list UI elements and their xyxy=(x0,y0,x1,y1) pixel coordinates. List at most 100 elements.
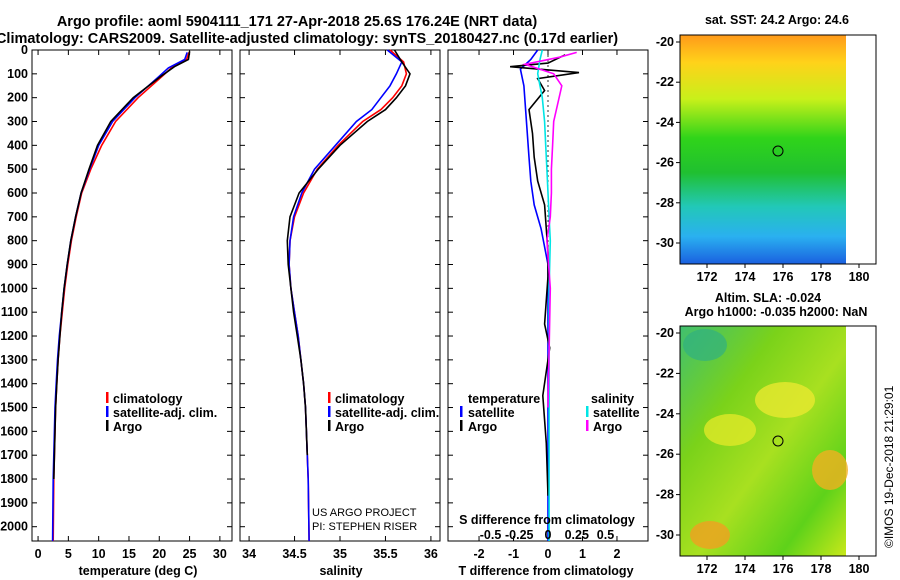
depth-tick-label: 300 xyxy=(7,115,28,129)
temperature-xlabel: temperature (deg C) xyxy=(79,564,198,578)
legend-sat-t-swatch xyxy=(460,406,463,417)
sla-map-title-2: Argo h1000: -0.035 h2000: NaN xyxy=(685,305,868,319)
legend-climatology-label: climatology xyxy=(113,392,183,406)
title-line-2: Climatology: CARS2009. Satellite-adjuste… xyxy=(0,31,618,47)
series-line-satellite-adj-clim- xyxy=(51,52,188,542)
legend-argo-t-swatch xyxy=(460,420,463,431)
lon-tick-label: 178 xyxy=(811,562,832,576)
lat-tick-label: -28 xyxy=(656,488,674,502)
series-line-climatology xyxy=(52,52,190,542)
depth-tick-label: 1400 xyxy=(0,377,28,391)
sla-map-title: Altim. SLA: -0.024 xyxy=(715,291,821,305)
depth-tick-label: 800 xyxy=(7,234,28,248)
legend-sat-s-label: satellite xyxy=(593,406,640,420)
s-difference-label: S difference from climatology xyxy=(459,513,635,527)
sla-yellow-patch xyxy=(704,414,756,446)
series-line-climatology xyxy=(288,49,408,542)
series-line-satellite-s xyxy=(536,49,552,541)
sst-float-location xyxy=(772,145,784,157)
legend-sat-t-label: satellite xyxy=(468,406,515,420)
salinity-tick-label: 34 xyxy=(242,547,256,561)
sst-map-title: sat. SST: 24.2 Argo: 24.6 xyxy=(705,13,849,27)
lat-tick-label: -24 xyxy=(656,407,674,421)
sla-map-field xyxy=(680,326,846,556)
lat-tick-label: -24 xyxy=(656,115,674,129)
series-line-argo xyxy=(286,49,411,456)
project-credit: US ARGO PROJECT xyxy=(312,507,417,519)
legend-argo-s-label: Argo xyxy=(593,420,623,434)
lon-tick-label: 178 xyxy=(811,270,832,284)
legend-argo-s-swatch xyxy=(586,420,589,431)
lat-tick-label: -20 xyxy=(656,326,674,340)
series-line-argo-s xyxy=(521,51,577,408)
difference-xlabel: T difference from climatology xyxy=(458,564,633,578)
depth-tick-label: 1100 xyxy=(1,305,28,319)
difference-tick-label: 1 xyxy=(579,547,586,561)
difference-tick-label: 0 xyxy=(545,547,552,561)
temperature-plot-frame xyxy=(31,49,233,542)
depth-tick-label: 1900 xyxy=(0,496,28,510)
temperature-tick-label: 15 xyxy=(122,547,136,561)
depth-tick-label: 2000 xyxy=(0,520,28,534)
profile-lines xyxy=(51,49,580,542)
legend-temperature-title: temperature xyxy=(468,392,540,406)
depth-tick-label: 1600 xyxy=(0,424,28,438)
lat-tick-label: -26 xyxy=(656,447,674,461)
lon-tick-label: 176 xyxy=(773,270,794,284)
lon-tick-label: 172 xyxy=(697,562,718,576)
lon-tick-label: 174 xyxy=(735,270,756,284)
legend-satellite-label: satellite-adj. clim. xyxy=(113,406,217,420)
lon-tick-label: 176 xyxy=(773,562,794,576)
s-difference-axis: -0.5 -0.25 0 0.25 0.5 xyxy=(480,528,614,542)
difference-legend: temperature satellite Argo salinity sate… xyxy=(460,392,640,434)
legend-argo-label: Argo xyxy=(113,420,143,434)
s-difference-tick-label: -0.25 xyxy=(505,528,534,542)
temperature-legend: climatology satellite-adj. clim. Argo xyxy=(106,392,217,434)
timestamp: ©IMOS 19-Dec-2018 21:29:01 xyxy=(882,385,896,548)
s-difference-tick-label: 0.25 xyxy=(565,528,589,542)
temperature-tick-label: 20 xyxy=(152,547,166,561)
difference-tick-label: 2 xyxy=(613,547,620,561)
sla-map xyxy=(679,325,877,557)
depth-tick-label: 200 xyxy=(7,91,28,105)
difference-tick-label: -1 xyxy=(508,547,519,561)
legend-climatology-swatch xyxy=(328,392,331,403)
depth-tick-label: 1800 xyxy=(0,472,28,486)
depth-tick-label: 1000 xyxy=(0,281,28,295)
depth-tick-label: 1700 xyxy=(0,448,28,462)
sla-teal-patch xyxy=(683,329,727,361)
lat-tick-label: -20 xyxy=(656,35,674,49)
legend-climatology-label: climatology xyxy=(335,392,405,406)
temperature-tick-label: 30 xyxy=(213,547,227,561)
depth-tick-label: 600 xyxy=(7,186,28,200)
salinity-tick-label: 35.5 xyxy=(373,547,397,561)
sla-yellow-patch xyxy=(755,382,815,418)
sst-map-axes: -20 -22 -24 -26 -28 -30 172 174 176 178 180 xyxy=(656,35,870,284)
depth-tick-label: 0 xyxy=(21,43,28,57)
depth-tick-label: 1300 xyxy=(0,353,28,367)
s-difference-tick-label: 0 xyxy=(545,528,552,542)
sla-orange-patch xyxy=(690,521,730,549)
depth-tick-label: 100 xyxy=(7,67,28,81)
legend-argo-swatch xyxy=(328,420,331,431)
pi-credit: PI: STEPHEN RISER xyxy=(312,521,417,533)
sla-float-location xyxy=(772,435,784,447)
series-line-satellite-adj-clim- xyxy=(288,49,403,542)
lon-tick-label: 180 xyxy=(849,562,870,576)
difference-tick-label: -2 xyxy=(473,547,484,561)
depth-axis: 0 100 200 300 400 500 600 700 800 900 1000 1100 1200… xyxy=(0,43,648,534)
depth-tick-label: 1200 xyxy=(0,329,28,343)
lat-tick-label: -30 xyxy=(656,236,674,250)
salinity-xlabel: salinity xyxy=(319,564,362,578)
legend-argo-swatch xyxy=(106,420,109,431)
depth-tick-label: 400 xyxy=(7,138,28,152)
series-line-argo xyxy=(53,51,191,480)
legend-salinity-title: salinity xyxy=(591,392,634,406)
lat-tick-label: -28 xyxy=(656,196,674,210)
lon-tick-label: 180 xyxy=(849,270,870,284)
s-difference-tick-label: 0.5 xyxy=(597,528,614,542)
salinity-legend: climatology satellite-adj. clim. Argo xyxy=(328,392,439,434)
depth-tick-label: 700 xyxy=(7,210,28,224)
series-line-satellite-t xyxy=(519,49,549,541)
